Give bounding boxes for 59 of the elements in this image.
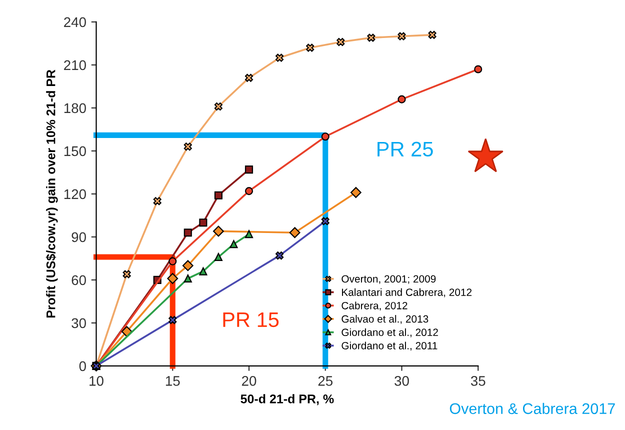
point	[276, 54, 284, 62]
point	[350, 187, 362, 198]
point	[153, 197, 162, 206]
point	[184, 274, 192, 283]
point	[398, 32, 406, 40]
annotation: PR 15	[223, 312, 279, 328]
point	[474, 65, 482, 74]
point	[168, 257, 177, 266]
point	[199, 267, 208, 276]
point	[182, 260, 194, 272]
x-tick-label: 20	[242, 376, 256, 386]
point	[244, 230, 254, 238]
x-tick-label: 15	[166, 376, 180, 386]
y-tick-label: 180	[64, 103, 86, 114]
point	[289, 227, 300, 238]
point	[214, 191, 222, 200]
y-tick-label: 30	[72, 318, 86, 328]
x-tick-label: 35	[470, 376, 486, 386]
point	[184, 228, 192, 237]
x-tick-label: 10	[90, 376, 104, 386]
legend-label: Galvao et al., 2013	[342, 315, 428, 324]
legend-label: Giordano et al., 2011	[342, 342, 438, 351]
point	[167, 273, 178, 284]
y-axis-title: Profit (US$/cow.yr) gain over 10% 21-d PR	[46, 70, 58, 318]
point	[184, 142, 192, 151]
point	[199, 218, 208, 227]
legend-label: Giordano et al., 2012	[342, 328, 438, 338]
point	[244, 166, 254, 174]
legend-label: Kalantari and Cabrera, 2012	[342, 288, 472, 298]
legend-label: Cabrera, 2012	[342, 302, 408, 311]
point	[230, 240, 238, 248]
point	[398, 95, 406, 104]
x-tick-label: 25	[318, 376, 333, 386]
legend-label: Overton, 2001; 2009	[342, 275, 436, 284]
point	[244, 187, 254, 196]
point	[321, 132, 330, 141]
x-axis-title: 50-d 21-d PR, %	[240, 394, 334, 406]
x-tick-label: 30	[394, 376, 409, 386]
point	[214, 102, 222, 111]
point	[168, 316, 177, 324]
y-tick-label: 210	[64, 60, 86, 70]
point	[276, 252, 284, 260]
point	[212, 226, 224, 237]
y-tick-label: 90	[72, 232, 86, 242]
point	[367, 34, 376, 42]
point	[336, 38, 345, 46]
y-tick-label: 0	[79, 361, 86, 372]
annotation: PR 25	[378, 142, 433, 157]
y-tick-label: 150	[64, 146, 86, 156]
text: Overton & Cabrera 2017	[450, 402, 615, 414]
point	[428, 30, 436, 39]
point	[306, 44, 314, 52]
y-tick-label: 240	[64, 17, 86, 28]
point	[214, 252, 222, 262]
y-tick-label: 60	[72, 275, 86, 286]
point	[321, 217, 330, 226]
point	[244, 74, 254, 82]
point	[122, 270, 131, 278]
y-tick-label: 120	[64, 189, 86, 200]
